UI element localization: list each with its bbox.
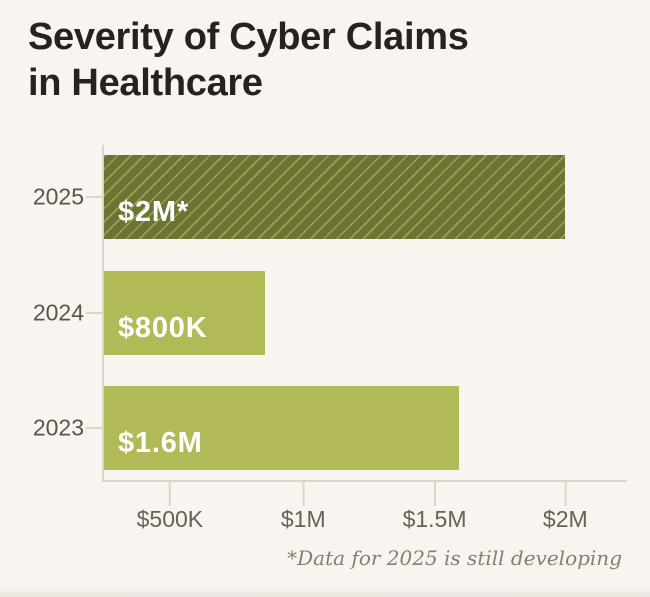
chart-title: Severity of Cyber Claims in Healthcare [28,16,469,104]
x-axis-tick-mark [168,480,171,506]
bar-value-label-2024: $800K [118,312,208,344]
x-axis-tick-label: $500K [136,506,204,532]
bar-row: 2024 $800K [33,271,627,355]
bar-2025: $2M* [104,155,566,239]
bar-2023: $1.6M [104,386,459,470]
bar-value-label-2025: $2M* [118,196,189,228]
x-axis-tick-label: $1M [280,506,326,532]
x-axis-tick-mark [564,480,567,506]
x-axis-tick-1-5m: $1.5M [403,480,467,533]
y-axis-tick [86,196,102,198]
x-axis-tick-1m: $1M [281,480,326,533]
x-axis-tick-label: $2M [542,506,588,532]
category-label-2023: 2023 [32,414,84,441]
x-axis-tick-label: $1.5M [402,506,467,532]
category-label-2025: 2025 [32,183,84,210]
chart-plot-area: 2025 $2M* 2024 $800K 2023 $1.6M $500K $ [33,145,627,532]
y-axis-tick [86,427,102,429]
y-axis-tick [86,312,102,314]
chart-footnote: *Data for 2025 is still developing [287,546,622,570]
bar-2024: $800K [104,271,265,355]
x-axis-tick-500k: $500K [136,480,204,533]
bar-row: 2025 $2M* [33,155,627,239]
x-axis-tick-mark [433,480,436,506]
bar-row: 2023 $1.6M [33,386,627,470]
category-label-2024: 2024 [32,299,84,326]
x-axis-tick-mark [302,480,305,506]
bar-value-label-2023: $1.6M [118,427,203,459]
x-axis-tick-2m: $2M [543,480,588,533]
